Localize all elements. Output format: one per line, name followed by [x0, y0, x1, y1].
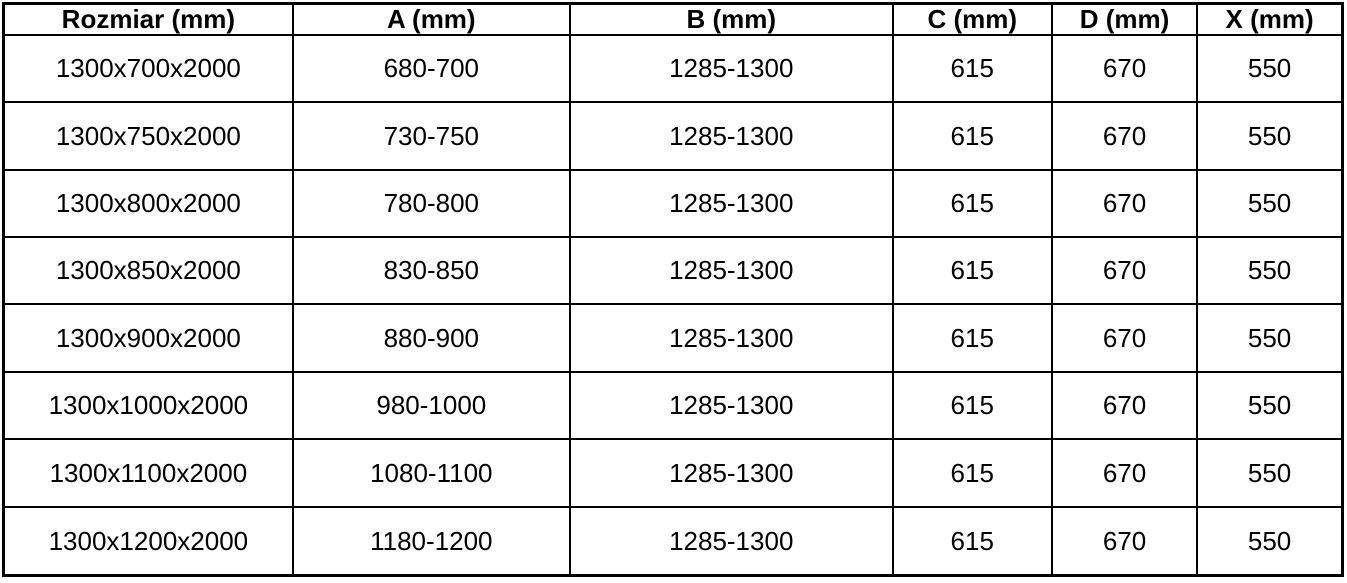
table-cell-b: 1285-1300: [568, 505, 894, 577]
table-cell-b: 1285-1300: [568, 235, 894, 306]
table-cell-c: 615: [891, 505, 1053, 577]
table-cell-a: 730-750: [291, 101, 571, 171]
table-cell-b: 1285-1300: [568, 101, 894, 171]
table-cell-a: 830-850: [291, 235, 571, 306]
column-header-x: X (mm): [1196, 2, 1344, 36]
table-cell-d: 670: [1050, 438, 1199, 508]
table-cell-c: 615: [891, 370, 1053, 441]
table-cell-c: 615: [891, 101, 1053, 171]
table-cell-x: 550: [1196, 370, 1344, 441]
table-row: 1300x1100x2000 1080-1100 1285-1300 615 670 55…: [2, 438, 1344, 508]
table-cell-x: 550: [1196, 168, 1344, 239]
table-cell-a: 1180-1200: [291, 505, 571, 577]
table-row: 1300x750x2000 730-750 1285-1300 615 670 550: [2, 101, 1344, 171]
table-cell-rozmiar: 1300x1200x2000: [2, 505, 294, 577]
table-cell-x: 550: [1196, 101, 1344, 171]
table-cell-a: 980-1000: [291, 370, 571, 441]
column-header-c: C (mm): [891, 2, 1053, 36]
table-cell-b: 1285-1300: [568, 168, 894, 239]
table-cell-a: 780-800: [291, 168, 571, 239]
table-cell-d: 670: [1050, 168, 1199, 239]
table-cell-d: 670: [1050, 33, 1199, 104]
table-cell-b: 1285-1300: [568, 33, 894, 104]
table-cell-c: 615: [891, 235, 1053, 306]
table-cell-b: 1285-1300: [568, 303, 894, 373]
column-header-a: A (mm): [291, 2, 571, 36]
table-row: 1300x800x2000 780-800 1285-1300 615 670 550: [2, 168, 1344, 239]
table-cell-d: 670: [1050, 235, 1199, 306]
table-cell-d: 670: [1050, 505, 1199, 577]
column-header-d: D (mm): [1050, 2, 1199, 36]
table-cell-b: 1285-1300: [568, 370, 894, 441]
table-cell-x: 550: [1196, 235, 1344, 306]
table-row: 1300x1000x2000 980-1000 1285-1300 615 670 550: [2, 370, 1344, 441]
table-cell-rozmiar: 1300x1100x2000: [2, 438, 294, 508]
column-header-rozmiar: Rozmiar (mm): [2, 2, 294, 36]
table-cell-x: 550: [1196, 438, 1344, 508]
table-cell-x: 550: [1196, 33, 1344, 104]
table-cell-c: 615: [891, 303, 1053, 373]
table-cell-rozmiar: 1300x900x2000: [2, 303, 294, 373]
table-cell-rozmiar: 1300x800x2000: [2, 168, 294, 239]
table-cell-c: 615: [891, 168, 1053, 239]
table-row: 1300x900x2000 880-900 1285-1300 615 670 550: [2, 303, 1344, 373]
table-cell-c: 615: [891, 33, 1053, 104]
table-cell-b: 1285-1300: [568, 438, 894, 508]
table-cell-a: 680-700: [291, 33, 571, 104]
table-cell-x: 550: [1196, 505, 1344, 577]
table-header-row: Rozmiar (mm) A (mm) B (mm) C (mm) D (mm) X (m…: [2, 2, 1344, 36]
table-cell-rozmiar: 1300x1000x2000: [2, 370, 294, 441]
table-cell-rozmiar: 1300x850x2000: [2, 235, 294, 306]
table-cell-d: 670: [1050, 303, 1199, 373]
table-cell-a: 1080-1100: [291, 438, 571, 508]
table-cell-rozmiar: 1300x750x2000: [2, 101, 294, 171]
table-cell-c: 615: [891, 438, 1053, 508]
table-cell-a: 880-900: [291, 303, 571, 373]
table-cell-d: 670: [1050, 101, 1199, 171]
column-header-b: B (mm): [568, 2, 894, 36]
table-cell-rozmiar: 1300x700x2000: [2, 33, 294, 104]
table-row: 1300x1200x2000 1180-1200 1285-1300 615 670 55…: [2, 505, 1344, 577]
table-row: 1300x850x2000 830-850 1285-1300 615 670 550: [2, 235, 1344, 306]
table-row: 1300x700x2000 680-700 1285-1300 615 670 550: [2, 33, 1344, 104]
table-cell-d: 670: [1050, 370, 1199, 441]
table-cell-x: 550: [1196, 303, 1344, 373]
